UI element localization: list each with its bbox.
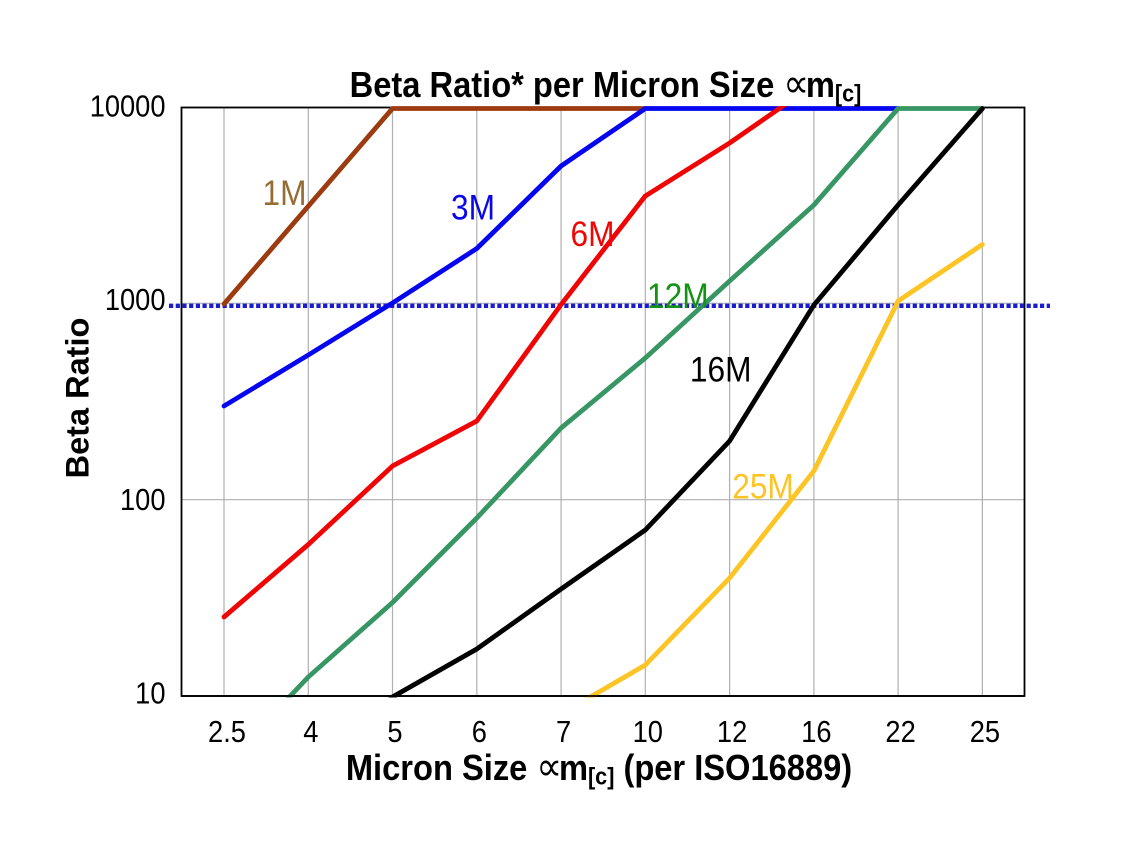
svg-text:12: 12 — [717, 716, 747, 750]
svg-text:10: 10 — [633, 716, 663, 750]
svg-text:5: 5 — [387, 716, 402, 750]
svg-text:25M: 25M — [732, 468, 794, 507]
svg-text:10000: 10000 — [90, 90, 166, 124]
svg-text:1000: 1000 — [105, 284, 166, 318]
svg-text:Beta Ratio* per Micron Size ∝m: Beta Ratio* per Micron Size ∝m[c] — [350, 62, 862, 106]
svg-text:10: 10 — [135, 677, 165, 711]
svg-text:2.5: 2.5 — [208, 716, 246, 750]
svg-text:1M: 1M — [263, 175, 307, 214]
svg-text:6: 6 — [472, 716, 487, 750]
svg-text:Beta Ratio: Beta Ratio — [60, 318, 96, 479]
svg-text:100: 100 — [120, 484, 165, 518]
svg-text:3M: 3M — [451, 189, 495, 228]
svg-text:12M: 12M — [647, 278, 709, 317]
svg-text:7: 7 — [556, 716, 571, 750]
svg-text:16M: 16M — [690, 351, 752, 390]
svg-text:25: 25 — [970, 716, 1000, 750]
svg-text:6M: 6M — [571, 216, 615, 255]
svg-text:4: 4 — [303, 716, 318, 750]
svg-text:16: 16 — [801, 716, 831, 750]
svg-text:22: 22 — [885, 716, 915, 750]
